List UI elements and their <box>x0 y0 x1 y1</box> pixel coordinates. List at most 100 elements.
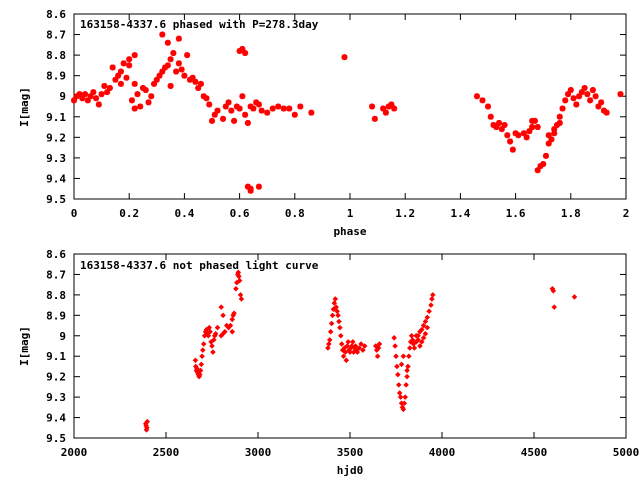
phased-data-point <box>540 161 547 168</box>
phased-data-point <box>195 85 202 91</box>
unphased-data-point <box>354 349 361 355</box>
phased-data-point <box>567 87 574 94</box>
unphased-data-point <box>209 343 215 349</box>
phased-data-point <box>159 31 166 38</box>
phased-data-point <box>617 91 624 98</box>
phased-data-point <box>570 95 577 102</box>
phased-data-point <box>520 130 527 137</box>
phased-data-point <box>184 52 191 59</box>
unphased-data-point <box>210 349 216 355</box>
unphased-data-point <box>144 425 150 431</box>
phased-data-point <box>473 93 480 100</box>
phased-ytick-label: 8.7 <box>46 29 66 42</box>
phased-data-point <box>512 130 519 137</box>
phased-plot-x-ticks: 0 0.2 0.4 0.6 0.8 1 1.2 1.4 1.6 1.8 2 <box>71 14 629 220</box>
phased-data-point <box>189 74 196 81</box>
phased-data-point <box>206 101 213 108</box>
phased-data-point <box>587 97 594 104</box>
phased-data-point <box>145 99 152 106</box>
unphased-data-point <box>424 324 431 331</box>
unphased-data-point <box>420 335 427 341</box>
unphased-data-point <box>422 330 429 337</box>
phased-data-point <box>203 95 210 102</box>
phased-data-point <box>142 87 149 94</box>
phased-data-point <box>90 89 97 96</box>
phased-data-point <box>126 62 133 69</box>
phased-data-point <box>164 62 171 69</box>
phased-data-point <box>576 93 583 100</box>
phased-data-point <box>167 56 174 63</box>
phased-data-point <box>112 76 119 83</box>
unphased-data-point <box>395 371 401 378</box>
phased-data-point <box>504 132 511 139</box>
phased-data-point <box>117 68 124 75</box>
phased-data-point <box>134 91 141 98</box>
unphased-data-point <box>571 294 578 300</box>
unphased-ytick-label: 8.9 <box>46 309 66 322</box>
phased-data-point <box>153 76 160 83</box>
phased-xtick-label: 1.8 <box>561 207 581 220</box>
phased-data-point <box>236 105 243 112</box>
unphased-data-point <box>406 353 412 359</box>
phased-data-point <box>131 105 138 112</box>
unphased-data-point <box>403 382 409 388</box>
phased-xtick-label: 0.8 <box>285 207 305 220</box>
unphased-data-point <box>338 333 344 339</box>
phased-data-point <box>286 105 293 112</box>
phased-data-point <box>487 113 494 120</box>
phased-data-point <box>291 111 298 118</box>
phased-data-point <box>573 101 580 108</box>
phased-data-point <box>156 72 163 79</box>
phased-data-point <box>95 101 102 108</box>
phased-data-point <box>175 35 182 42</box>
phased-data-point <box>501 122 508 128</box>
phased-data-point <box>275 103 282 110</box>
unphased-ytick-label: 9.3 <box>46 391 66 404</box>
phased-ytick-label: 8.6 <box>46 8 66 21</box>
unphased-data-point <box>198 361 205 368</box>
phased-xtick-label: 0.2 <box>119 207 139 220</box>
unphased-data-point <box>400 353 407 359</box>
unphased-plot-x-ticks: 2000 2500 3000 3500 4000 4500 5000 <box>61 254 640 459</box>
phased-plot-ylabel: I[mag] <box>18 87 31 127</box>
phased-data-point <box>534 124 541 131</box>
unphased-data-point <box>333 304 339 310</box>
phased-data-point <box>228 107 235 114</box>
unphased-data-point <box>206 324 213 331</box>
phased-data-point <box>388 101 395 108</box>
phased-data-point <box>479 97 486 104</box>
phased-data-point <box>565 91 572 98</box>
phased-data-point <box>545 132 552 139</box>
unphased-data-point <box>205 333 212 339</box>
unphased-data-point <box>200 347 206 353</box>
phased-data-point <box>222 103 229 110</box>
unphased-data-point <box>332 296 339 302</box>
phased-data-point <box>239 93 246 100</box>
unphased-xtick-label: 5000 <box>613 446 640 459</box>
phased-data-point <box>592 93 599 100</box>
unphased-xtick-label: 2500 <box>153 446 180 459</box>
unphased-data-point <box>200 341 207 347</box>
phased-plot-xlabel: phase <box>333 225 366 238</box>
phased-data-point <box>76 91 83 98</box>
phased-data-point <box>493 124 500 131</box>
phased-data-point <box>98 91 105 98</box>
phased-data-point <box>225 99 232 106</box>
phased-data-point <box>79 95 86 102</box>
unphased-data-point <box>393 353 399 359</box>
unphased-plot-title: 163158-4337.6 not phased light curve <box>80 259 319 272</box>
phased-data-point <box>209 117 215 124</box>
phased-data-point <box>84 97 91 104</box>
phased-xtick-label: 1.6 <box>506 207 526 220</box>
unphased-data-point <box>207 328 213 335</box>
unphased-data-point <box>391 335 397 341</box>
unphased-data-point <box>375 345 382 351</box>
unphased-data-point <box>229 328 236 335</box>
unphased-xtick-label: 2000 <box>61 446 88 459</box>
phased-data-point <box>600 107 607 114</box>
unphased-data-point <box>199 353 205 359</box>
unphased-data-point <box>192 357 199 364</box>
phased-data-point <box>369 103 376 110</box>
unphased-data-point <box>376 341 383 347</box>
phased-data-point <box>598 99 605 106</box>
